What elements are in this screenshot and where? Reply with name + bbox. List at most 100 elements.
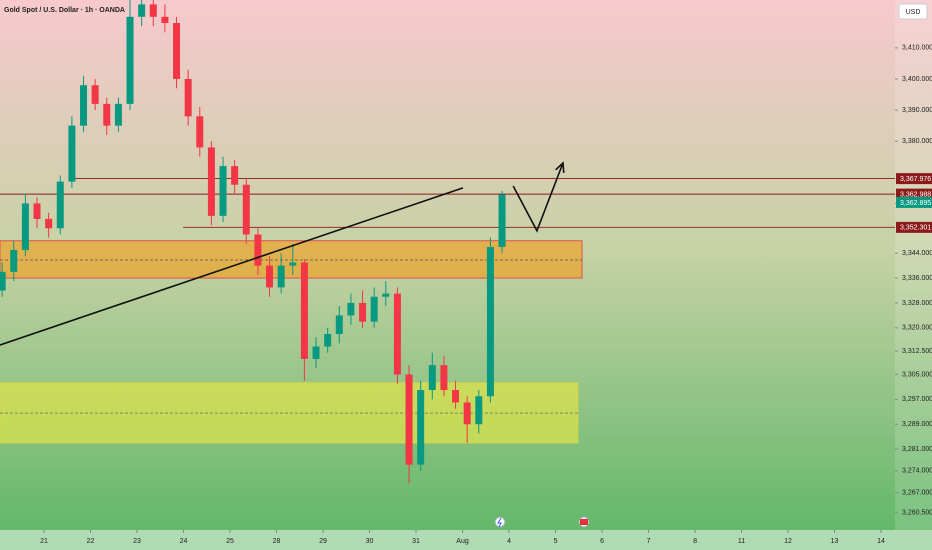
candle-body [21,203,29,251]
x-tick-label: 21 [40,538,48,545]
candle-body [475,396,483,425]
x-tick-label: 8 [693,538,697,545]
candle-body [138,4,146,17]
y-tick-label: 3,312.500 [902,348,932,355]
candle-body [68,125,76,182]
candle-body [289,262,297,266]
projection-path [512,162,564,233]
y-tick-label: 3,344.000 [902,250,932,257]
x-tick-label: 6 [600,538,604,545]
candle-body [219,166,227,216]
x-tick-label: 29 [319,538,327,545]
chart-title: Gold Spot / U.S. Dollar · 1h · OANDA [4,7,125,14]
x-tick-label: 28 [273,538,281,545]
candle-body [0,271,6,291]
arrow-head [555,161,565,174]
y-tick-label: 3,267.000 [902,490,932,497]
candle-body [428,365,436,391]
y-tick-label: 3,336.000 [902,275,932,282]
x-tick-label: 11 [738,538,745,545]
x-tick-label: 30 [366,538,374,545]
candle-body [463,402,471,425]
plot-area [0,0,895,484]
event-icons[interactable] [494,516,590,528]
y-tick-label: 3,400.000 [902,76,932,83]
price-tag [896,173,932,185]
candle-body [56,181,64,229]
candle-body [359,302,367,322]
candle-body [149,4,157,17]
x-tick-label: 13 [831,538,839,545]
candle-body [114,103,122,126]
x-tick-label: Aug [456,538,469,545]
candle-body [277,265,285,288]
candle-body [33,203,41,219]
candle-body [335,315,343,335]
price-tag-label: 3,352.301 [900,225,931,232]
candle-body [103,103,111,126]
candle-body [184,79,192,117]
candle-body [196,116,204,148]
x-tick-label: 31 [412,538,420,545]
candle-body [370,296,378,322]
candle-body [486,246,494,397]
currency[interactable]: USD [906,9,921,16]
time-axis [0,530,932,550]
last-price-label: 3,362.895 [900,200,931,207]
x-tick-label: 5 [554,538,558,545]
currency-box[interactable] [898,3,928,20]
event-icon[interactable] [497,517,502,528]
price-tag [896,188,932,200]
candle-body [440,365,448,391]
candle-body [405,374,413,465]
candle-body [45,218,53,229]
price-tag-label: 3,367.976 [900,176,931,183]
x-tick-label: 4 [507,538,511,545]
candle-body [417,390,425,465]
candle-body [173,23,181,80]
x-tick-label: 14 [877,538,885,545]
candle-body [80,85,88,126]
price-axis [895,0,932,530]
candle-body [324,334,332,347]
candle-body [393,293,401,375]
x-tick-label: 22 [87,538,95,545]
y-tick-label: 3,289.000 [902,421,932,428]
candle-body [312,346,320,359]
x-tick-label: 25 [226,538,234,545]
x-tick-label: 24 [180,538,188,545]
candle-body [161,16,169,24]
y-tick-label: 3,320.000 [902,325,932,332]
y-tick-label: 3,390.000 [902,107,932,114]
event-icon[interactable] [494,516,506,528]
candle-body [10,250,18,272]
y-tick-label: 3,281.000 [902,446,932,453]
candle-body [207,147,215,216]
y-tick-label: 3,410.000 [902,45,932,52]
y-tick-label: 3,380.000 [902,138,932,145]
last-price-tag [896,196,932,208]
event-icon[interactable] [580,519,588,525]
y-tick-label: 3,274.000 [902,468,932,475]
candle-body [347,302,355,316]
candle-body [91,85,99,104]
x-tick-label: 23 [133,538,141,545]
price-tag [896,221,932,233]
candle-body [498,194,506,247]
candle-body [382,293,390,297]
price-tag-label: 3,362.988 [900,191,931,198]
x-tick-label: 12 [784,538,792,545]
y-tick-label: 3,297.000 [902,396,932,403]
y-tick-label: 3,305.000 [902,371,932,378]
candle-body [300,262,308,359]
candle-body [126,16,134,104]
candle-body [242,184,250,235]
y-tick-label: 3,328.000 [902,300,932,307]
candle-body [266,265,274,288]
x-tick-label: 7 [647,538,651,545]
trendline [0,187,464,346]
y-tick-label: 3,260.500 [902,510,932,517]
candle-body [452,390,460,403]
